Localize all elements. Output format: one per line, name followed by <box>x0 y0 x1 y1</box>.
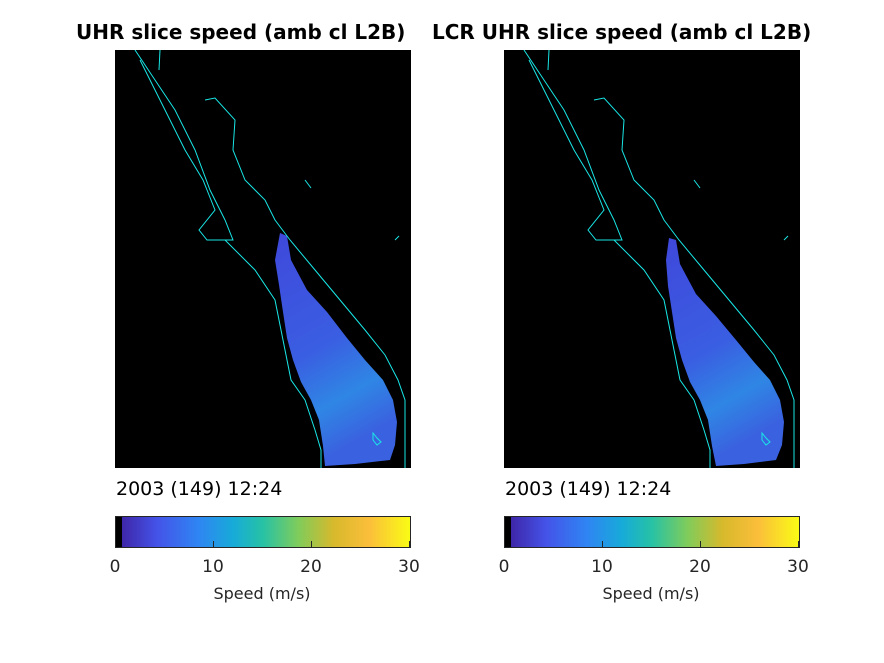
coastline <box>304 179 312 189</box>
left-colorbar-tickmark <box>213 541 214 547</box>
left-colorbar-tick-20: 20 <box>300 557 322 577</box>
right-colorbar-tick-0: 0 <box>498 557 510 577</box>
right-colorbar-tick-20: 20 <box>689 557 711 577</box>
right-colorbar-tickmark <box>504 541 505 547</box>
coastline <box>761 431 771 446</box>
right-colorbar-tickmark <box>798 541 799 547</box>
left-colorbar-tickmark <box>311 541 312 547</box>
left-date-label: 2003 (149) 12:24 <box>116 478 283 500</box>
left-map-svg <box>134 50 406 468</box>
coastline <box>158 50 161 71</box>
right-colorbar <box>504 516 800 548</box>
coastline <box>523 50 623 241</box>
left-speed-map <box>115 50 411 468</box>
speed-field <box>275 233 397 466</box>
left-colorbar-tick-10: 10 <box>202 557 224 577</box>
coastline <box>613 239 711 468</box>
right-panel-title: LCR UHR slice speed (amb cl L2B) <box>432 20 812 44</box>
coastline <box>134 50 234 241</box>
left-colorbar <box>115 516 411 548</box>
coastline <box>204 97 406 468</box>
left-colorbar-tickmark <box>409 541 410 547</box>
coastline <box>783 235 789 241</box>
left-panel-title: UHR slice speed (amb cl L2B) <box>76 20 406 44</box>
coastline <box>224 239 322 468</box>
right-colorbar-tickmark <box>700 541 701 547</box>
coastline <box>547 50 550 71</box>
left-colorbar-label: Speed (m/s) <box>213 584 311 603</box>
right-colorbar-tick-30: 30 <box>787 557 809 577</box>
coastline <box>693 179 701 189</box>
right-colorbar-tick-10: 10 <box>591 557 613 577</box>
right-colorbar-tickmark <box>602 541 603 547</box>
speed-field <box>666 238 784 466</box>
coastline <box>372 431 382 446</box>
left-colorbar-tickmark <box>115 541 116 547</box>
right-map-svg <box>523 50 795 468</box>
right-speed-map <box>504 50 800 468</box>
left-colorbar-tick-0: 0 <box>109 557 121 577</box>
right-date-label: 2003 (149) 12:24 <box>505 478 672 500</box>
coastline <box>593 97 795 468</box>
right-colorbar-label: Speed (m/s) <box>602 584 700 603</box>
coastline <box>394 235 400 241</box>
left-colorbar-tick-30: 30 <box>398 557 420 577</box>
